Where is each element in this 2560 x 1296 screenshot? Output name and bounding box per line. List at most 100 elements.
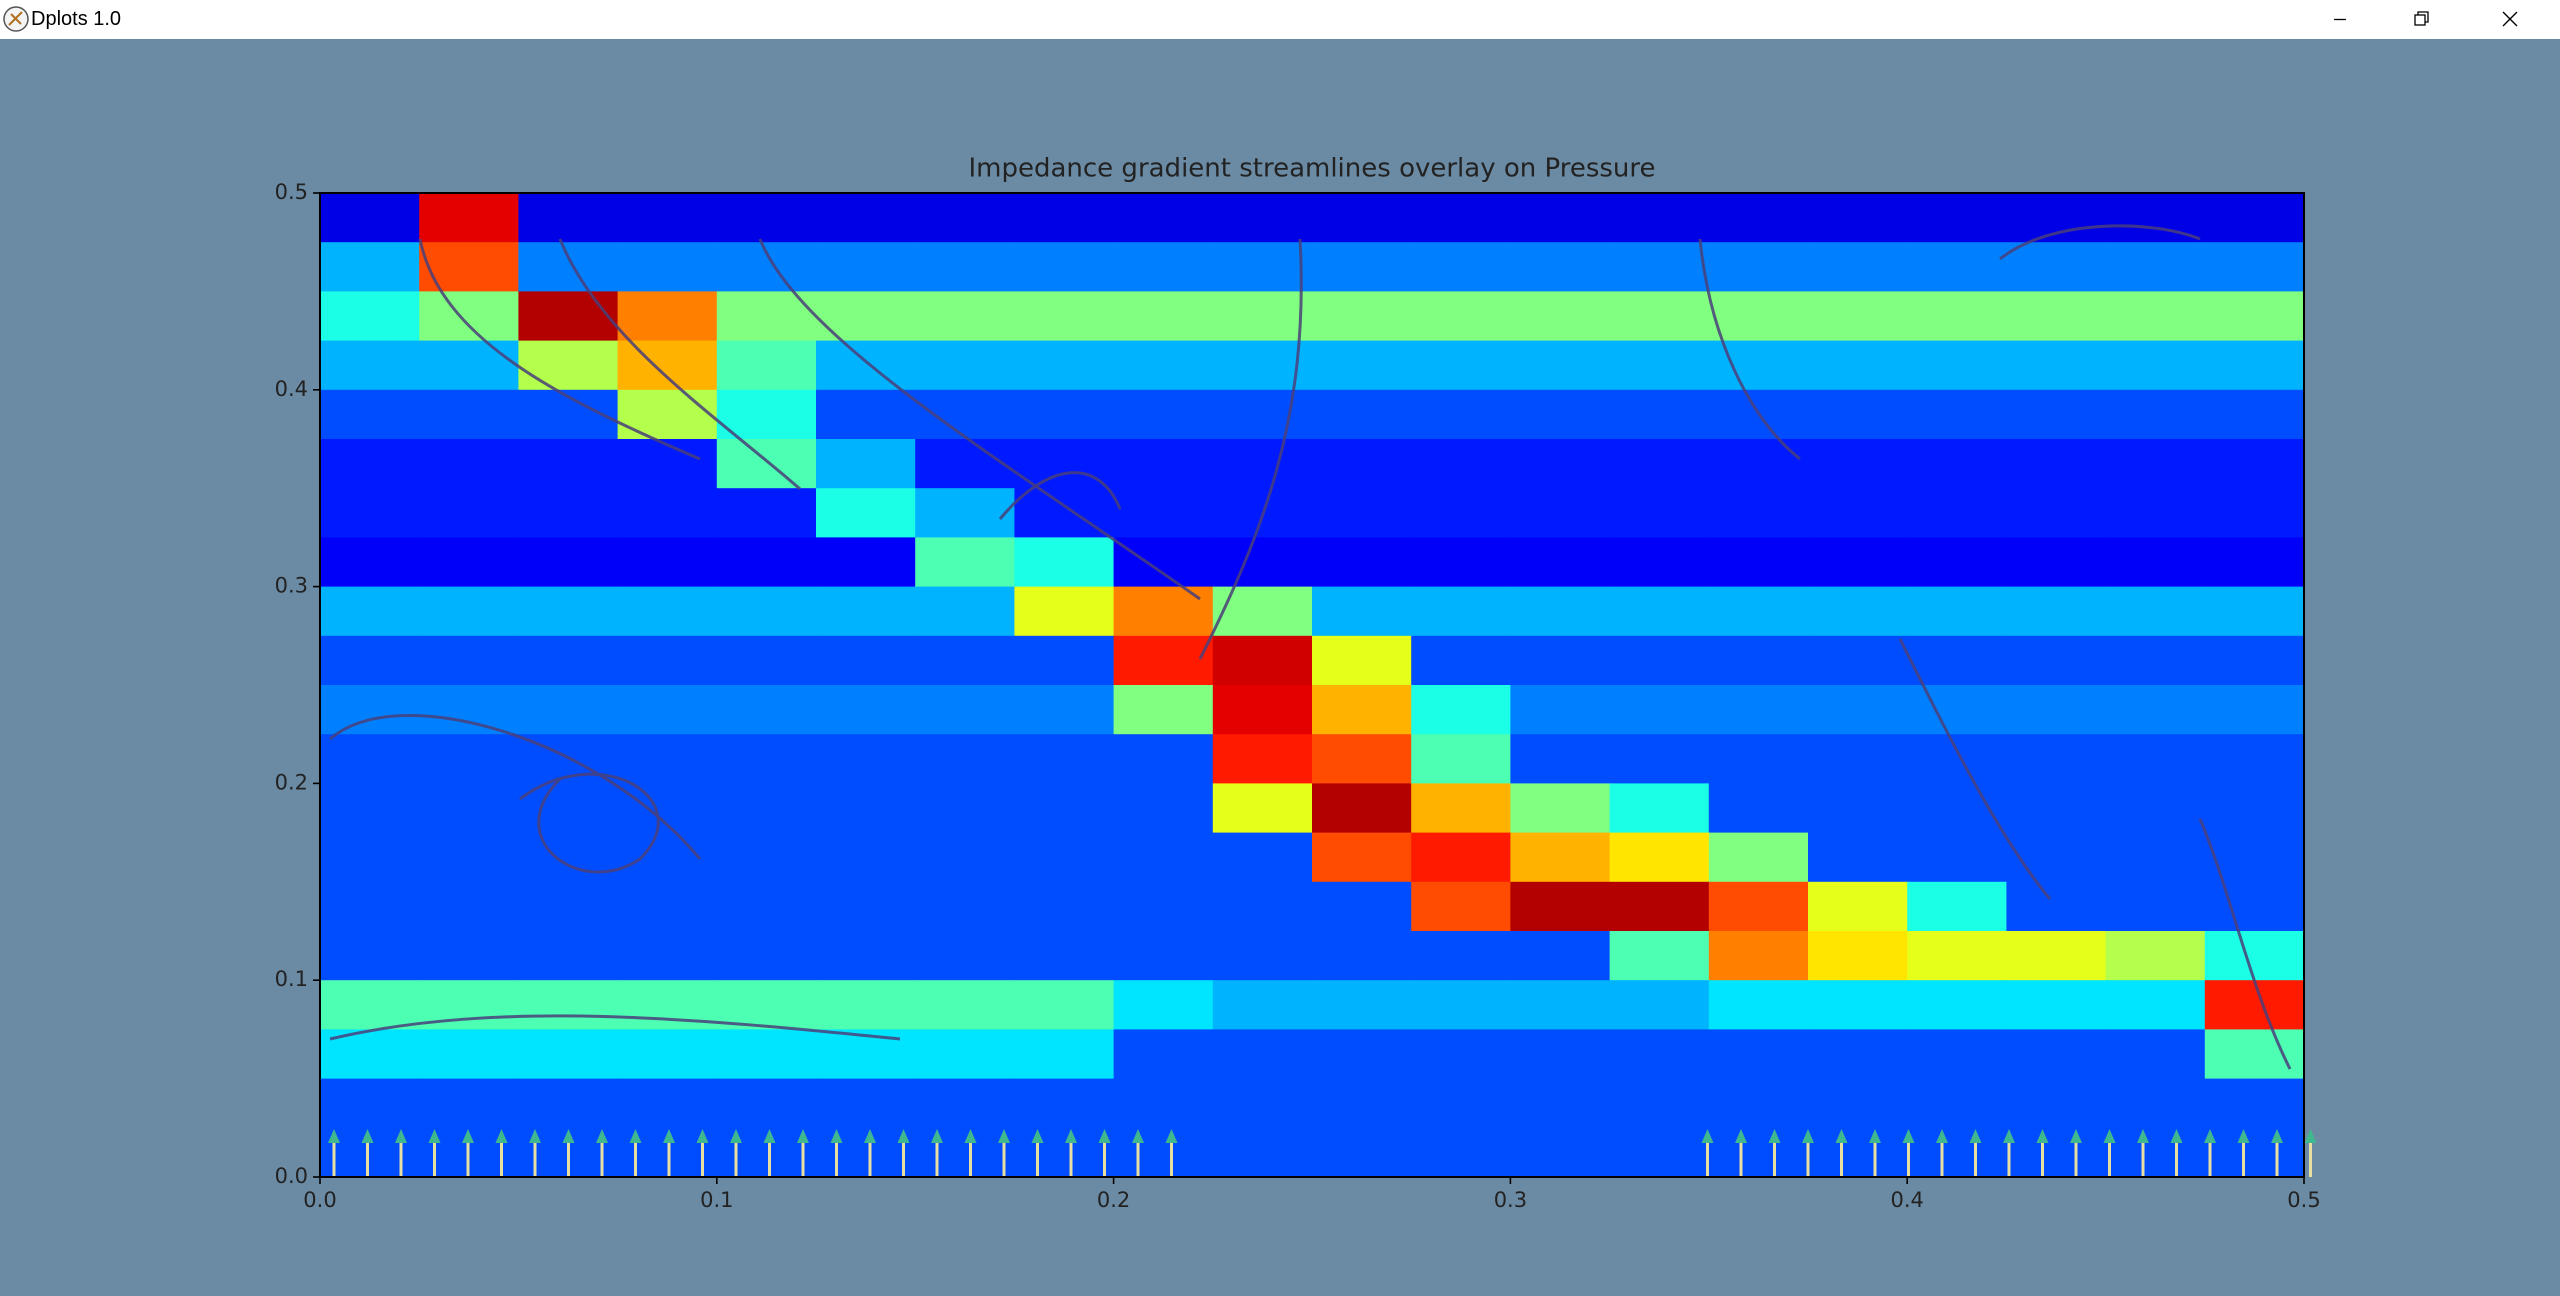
heatmap-cell xyxy=(1312,537,1412,588)
heatmap-cell xyxy=(1907,488,2007,538)
arrow-head xyxy=(1768,1129,1781,1143)
heatmap-cell xyxy=(1411,783,1511,834)
heatmap-cell xyxy=(2204,389,2305,440)
heatmap-cell xyxy=(915,340,1015,391)
heatmap-cell xyxy=(2105,340,2206,391)
y-tick-label: 0.2 xyxy=(275,770,308,794)
heatmap-cell xyxy=(915,980,1015,1030)
heatmap-cell xyxy=(2105,832,2206,883)
heatmap-cell xyxy=(1907,783,2007,834)
heatmap-cell xyxy=(617,1029,718,1080)
heatmap-cell xyxy=(816,586,916,637)
heatmap-cell xyxy=(1212,734,1313,784)
streamline xyxy=(1898,638,2052,900)
heatmap-cell xyxy=(1510,537,1611,588)
heatmap-cell xyxy=(816,193,916,243)
heatmap-cell xyxy=(1708,734,1809,784)
y-tick-label: 0.5 xyxy=(275,180,308,204)
heatmap-cell xyxy=(1808,242,1908,292)
heatmap-cell xyxy=(816,537,916,588)
heatmap-cell xyxy=(1014,291,1115,342)
heatmap-cell xyxy=(1212,635,1313,686)
heatmap-cell xyxy=(419,291,519,342)
heatmap-cell xyxy=(1808,586,1908,637)
heatmap-cell xyxy=(1312,586,1412,637)
heatmap-cell xyxy=(518,586,619,637)
arrow-head xyxy=(2271,1129,2283,1143)
heatmap-cell xyxy=(617,734,718,784)
heatmap-cell xyxy=(1411,586,1511,637)
heatmap-cell xyxy=(716,193,817,243)
heatmap-cell xyxy=(1212,586,1313,637)
chart: Impedance gradient streamlines overlay o… xyxy=(275,154,2321,1213)
heatmap-cell xyxy=(617,242,718,292)
heatmap-cell xyxy=(1510,586,1611,637)
streamline xyxy=(519,772,660,874)
streamline xyxy=(2198,818,2292,1070)
heatmap-cell xyxy=(1113,734,1214,784)
heatmap-cell xyxy=(1907,980,2007,1030)
arrow-head xyxy=(361,1129,374,1143)
heatmap-cell xyxy=(1312,439,1412,489)
heatmap-cell xyxy=(1312,931,1412,981)
heatmap-cell xyxy=(2006,783,2107,834)
heatmap-cell xyxy=(419,389,519,440)
heatmap-cell xyxy=(716,635,817,686)
minimize-button[interactable] xyxy=(2300,0,2380,39)
arrow-head xyxy=(2036,1129,2049,1143)
heatmap-cell xyxy=(816,734,916,784)
heatmap-cell xyxy=(1411,1029,1511,1080)
heatmap-cell xyxy=(716,439,817,489)
heatmap-cell xyxy=(915,537,1015,588)
heatmap-cell xyxy=(320,340,420,391)
heatmap-cell xyxy=(1708,439,1809,489)
heatmap-cell xyxy=(716,389,817,440)
heatmap-cell xyxy=(716,340,817,391)
heatmap-cell xyxy=(2105,980,2206,1030)
arrow-head xyxy=(998,1129,1010,1143)
heatmap-cell xyxy=(320,389,420,440)
heatmap-cell xyxy=(816,389,916,440)
arrow-head xyxy=(696,1129,709,1143)
heatmap-cell xyxy=(816,1078,916,1129)
heatmap-cell xyxy=(1708,586,1809,637)
close-button[interactable] xyxy=(2460,0,2560,39)
heatmap-cell xyxy=(1907,931,2007,981)
restore-button[interactable] xyxy=(2380,0,2460,39)
heatmap-cell xyxy=(1113,1078,1214,1129)
streamline xyxy=(329,713,702,860)
heatmap-cell xyxy=(2105,242,2206,292)
heatmap-cell xyxy=(1907,389,2007,440)
window-controls xyxy=(2300,0,2560,39)
heatmap-cell xyxy=(1708,488,1809,538)
heatmap-cell xyxy=(1510,783,1611,834)
heatmap-cell xyxy=(1907,242,2007,292)
heatmap-cell xyxy=(2105,439,2206,489)
heatmap-cell xyxy=(716,881,817,932)
heatmap-cell xyxy=(915,291,1015,342)
y-tick-label: 0.4 xyxy=(275,377,308,401)
arrow-head xyxy=(596,1129,608,1143)
heatmap-cell xyxy=(2006,537,2107,588)
heatmap-cell xyxy=(419,242,519,292)
heatmap-cell xyxy=(816,685,916,735)
streamline xyxy=(1198,238,1303,660)
x-tick-label: 0.1 xyxy=(700,1188,733,1212)
heatmap-cell xyxy=(320,586,420,637)
heatmap-cell xyxy=(1312,1127,1412,1178)
heatmap-cell xyxy=(419,340,519,391)
heatmap-cell xyxy=(2204,685,2305,735)
heatmap-cell xyxy=(1907,586,2007,637)
heatmap-cell xyxy=(1411,734,1511,784)
heatmap-cell xyxy=(1708,242,1809,292)
heatmap-cell xyxy=(1510,488,1611,538)
heatmap-cell xyxy=(419,488,519,538)
heatmap-cell xyxy=(1907,685,2007,735)
heatmap-cell xyxy=(518,685,619,735)
streamline xyxy=(758,238,1201,601)
heatmap-cell xyxy=(1708,783,1809,834)
heatmap-cell xyxy=(1808,685,1908,735)
heatmap-cell xyxy=(1411,1127,1511,1178)
heatmap-cell xyxy=(1411,685,1511,735)
